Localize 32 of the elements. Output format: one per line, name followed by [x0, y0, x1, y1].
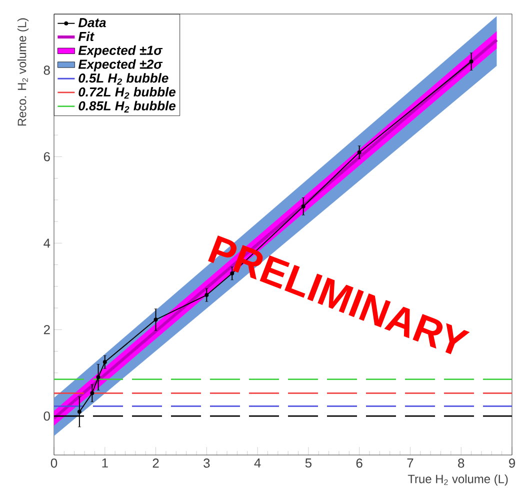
x-tick-label: 0 — [50, 458, 58, 468]
point — [96, 375, 100, 380]
x-tick-label: 3 — [204, 458, 210, 468]
y-tick-label: 8 — [44, 66, 50, 75]
point — [90, 391, 94, 396]
x-axis-title: True H$_{2}$ volume (L) — [408, 474, 508, 486]
point — [154, 318, 158, 322]
x-tick-label: 5 — [305, 458, 312, 468]
point — [469, 60, 474, 64]
legend-label: Fit — [78, 32, 94, 42]
legend-label: 0.85L H$_{2}$ bubble — [78, 100, 176, 113]
x-tick-label: 2 — [152, 458, 159, 468]
y-axis-title: Reco. H$_{2}$ volume (L) — [17, 18, 29, 126]
x-tick-label: 7 — [407, 458, 414, 468]
y-tick-label: 4 — [44, 238, 50, 248]
x-tick-label: 9 — [509, 458, 515, 468]
y-tick-label: 6 — [44, 152, 50, 162]
y-tick-label: 0 — [44, 412, 50, 421]
y-tick-label: 2 — [44, 325, 50, 334]
point — [357, 150, 362, 154]
point — [301, 204, 306, 208]
legend-label: Expected ±2σ — [78, 59, 163, 72]
legend-label: Expected ±1σ — [78, 45, 163, 58]
legend-label: 0.5L H$_{2}$ bubble — [78, 73, 168, 85]
x-tick-label: 8 — [458, 458, 464, 468]
point — [77, 410, 82, 414]
legend-label: Data — [78, 18, 106, 28]
x-tick-label: 6 — [356, 458, 362, 468]
x-tick-label: 1 — [102, 458, 108, 468]
legend-label: 0.72L H$_{2}$ bubble — [78, 87, 176, 99]
x-tick-label: 4 — [254, 458, 261, 468]
point — [102, 360, 107, 364]
